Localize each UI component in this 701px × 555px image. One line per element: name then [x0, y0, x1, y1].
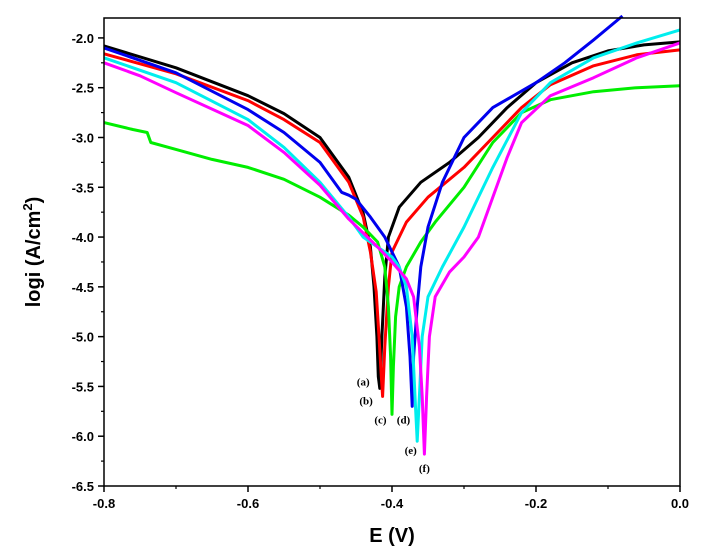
- series-line-d: [103, 14, 624, 408]
- y-tick-label: -3.0: [72, 130, 94, 145]
- y-tick-label: -3.5: [72, 180, 94, 195]
- y-tick-label: -6.0: [72, 429, 94, 444]
- curve-label-b: (b): [359, 395, 373, 407]
- curve-label-e: (e): [405, 445, 418, 457]
- y-axis-title-close: ): [23, 197, 45, 204]
- y-tick-label: -5.0: [72, 330, 94, 345]
- y-tick-label: -4.0: [72, 230, 94, 245]
- tick-layer: -0.8 -0.6 -0.4 -0.2 0.0 -6.5 -6.0 -5.5 -5.0 -4.5 -…: [72, 31, 689, 511]
- y-axis-title-main: logi (A/cm: [23, 211, 45, 308]
- y-tick-label: -4.5: [72, 280, 94, 295]
- y-tick-label: -2.5: [72, 81, 94, 96]
- x-tick-label: -0.6: [237, 496, 259, 511]
- curve-label-a: (a): [357, 376, 370, 388]
- curve-label-f: (f): [419, 463, 430, 475]
- x-axis-title: E (V): [369, 525, 415, 547]
- series-line-c: [103, 84, 681, 416]
- y-axis-title: logi (A/cm2): [20, 197, 45, 308]
- y-axis-title-superscript: 2: [20, 203, 35, 210]
- curve-label-d: (d): [397, 414, 411, 426]
- x-tick-label: -0.8: [93, 496, 115, 511]
- curve-layer: [103, 14, 681, 456]
- series-line-f: [103, 41, 681, 456]
- series-line-e: [103, 28, 681, 443]
- curve-label-c: (c): [374, 414, 387, 426]
- curve-label-layer: (a) (b)(c) (d) (e)(f): [357, 376, 430, 475]
- y-tick-label: -5.5: [72, 379, 94, 394]
- x-tick-label: -0.4: [381, 496, 404, 511]
- x-tick-label: 0.0: [671, 496, 689, 511]
- x-tick-label: -0.2: [525, 496, 547, 511]
- series-line-b: [103, 48, 681, 398]
- y-tick-label: -2.0: [72, 31, 94, 46]
- series-line-a: [103, 40, 681, 390]
- y-tick-label: -6.5: [72, 479, 94, 494]
